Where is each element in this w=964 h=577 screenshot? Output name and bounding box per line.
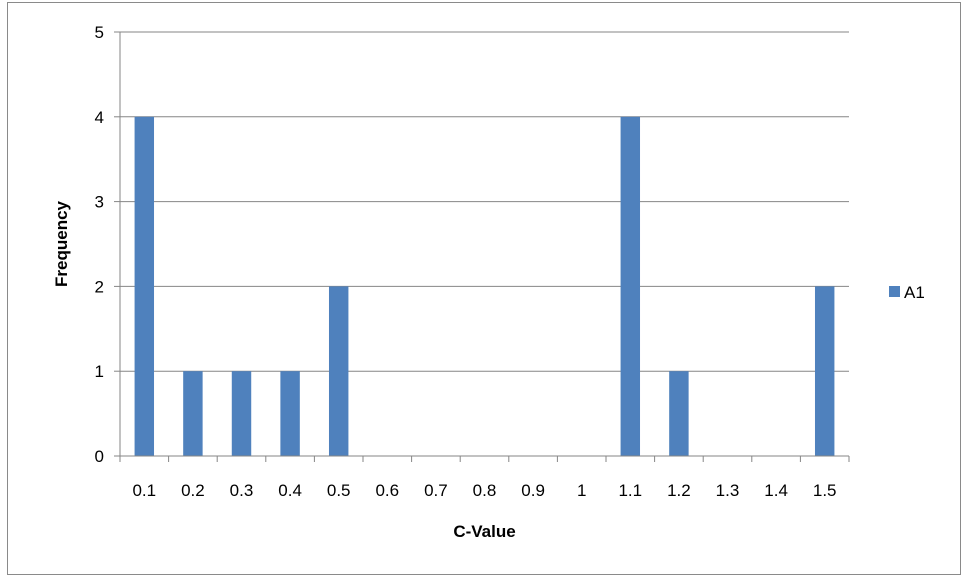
- gridlines: [120, 31, 849, 372]
- legend-label-a1: A1: [904, 283, 925, 302]
- y-tick-label: 4: [95, 108, 104, 127]
- y-tick-label: 3: [95, 193, 104, 212]
- x-tick-label: 1: [577, 481, 586, 500]
- x-tick-label: 0.7: [424, 481, 448, 500]
- x-tick-label: 1.5: [813, 481, 837, 500]
- x-tick-label: 0.2: [181, 481, 205, 500]
- x-tick-labels: 0.1 0.2 0.3 0.4 0.5 0.6 0.7 0.8 0.9 1 1.1 1.2 1.3 1.4…: [132, 481, 836, 500]
- x-tick-label: 1.1: [618, 481, 642, 500]
- x-tick-label: 0.5: [327, 481, 351, 500]
- bar: [814, 286, 835, 456]
- y-axis-title: Frequency: [52, 200, 71, 287]
- x-tick-label: 0.8: [473, 481, 497, 500]
- axes: [114, 31, 850, 462]
- bar: [134, 116, 155, 457]
- y-tick-label: 5: [95, 23, 104, 42]
- y-tick-label: 0: [95, 447, 104, 466]
- x-tick-label: 0.6: [375, 481, 399, 500]
- bar: [620, 116, 641, 457]
- bar: [328, 286, 349, 456]
- bar: [183, 371, 203, 456]
- x-tick-label: 0.4: [278, 481, 302, 500]
- x-tick-label: 1.4: [764, 481, 788, 500]
- x-tick-label: 1.3: [716, 481, 740, 500]
- bar: [231, 371, 252, 456]
- x-tick-label: 1.2: [667, 481, 691, 500]
- x-axis-title: C-Value: [453, 522, 515, 541]
- y-tick-label: 1: [95, 362, 104, 381]
- y-tick-label: 2: [95, 277, 104, 296]
- chart-frame: [7, 2, 961, 575]
- bar: [669, 371, 689, 456]
- legend-swatch-a1: [889, 286, 900, 297]
- y-tick-labels: 0 1 2 3 4 5: [95, 23, 104, 466]
- x-tick-label: 0.1: [132, 481, 156, 500]
- bar: [280, 371, 300, 456]
- x-tick-label: 0.3: [230, 481, 254, 500]
- x-tick-label: 0.9: [521, 481, 545, 500]
- legend: A1: [889, 283, 925, 302]
- bars: [134, 116, 835, 457]
